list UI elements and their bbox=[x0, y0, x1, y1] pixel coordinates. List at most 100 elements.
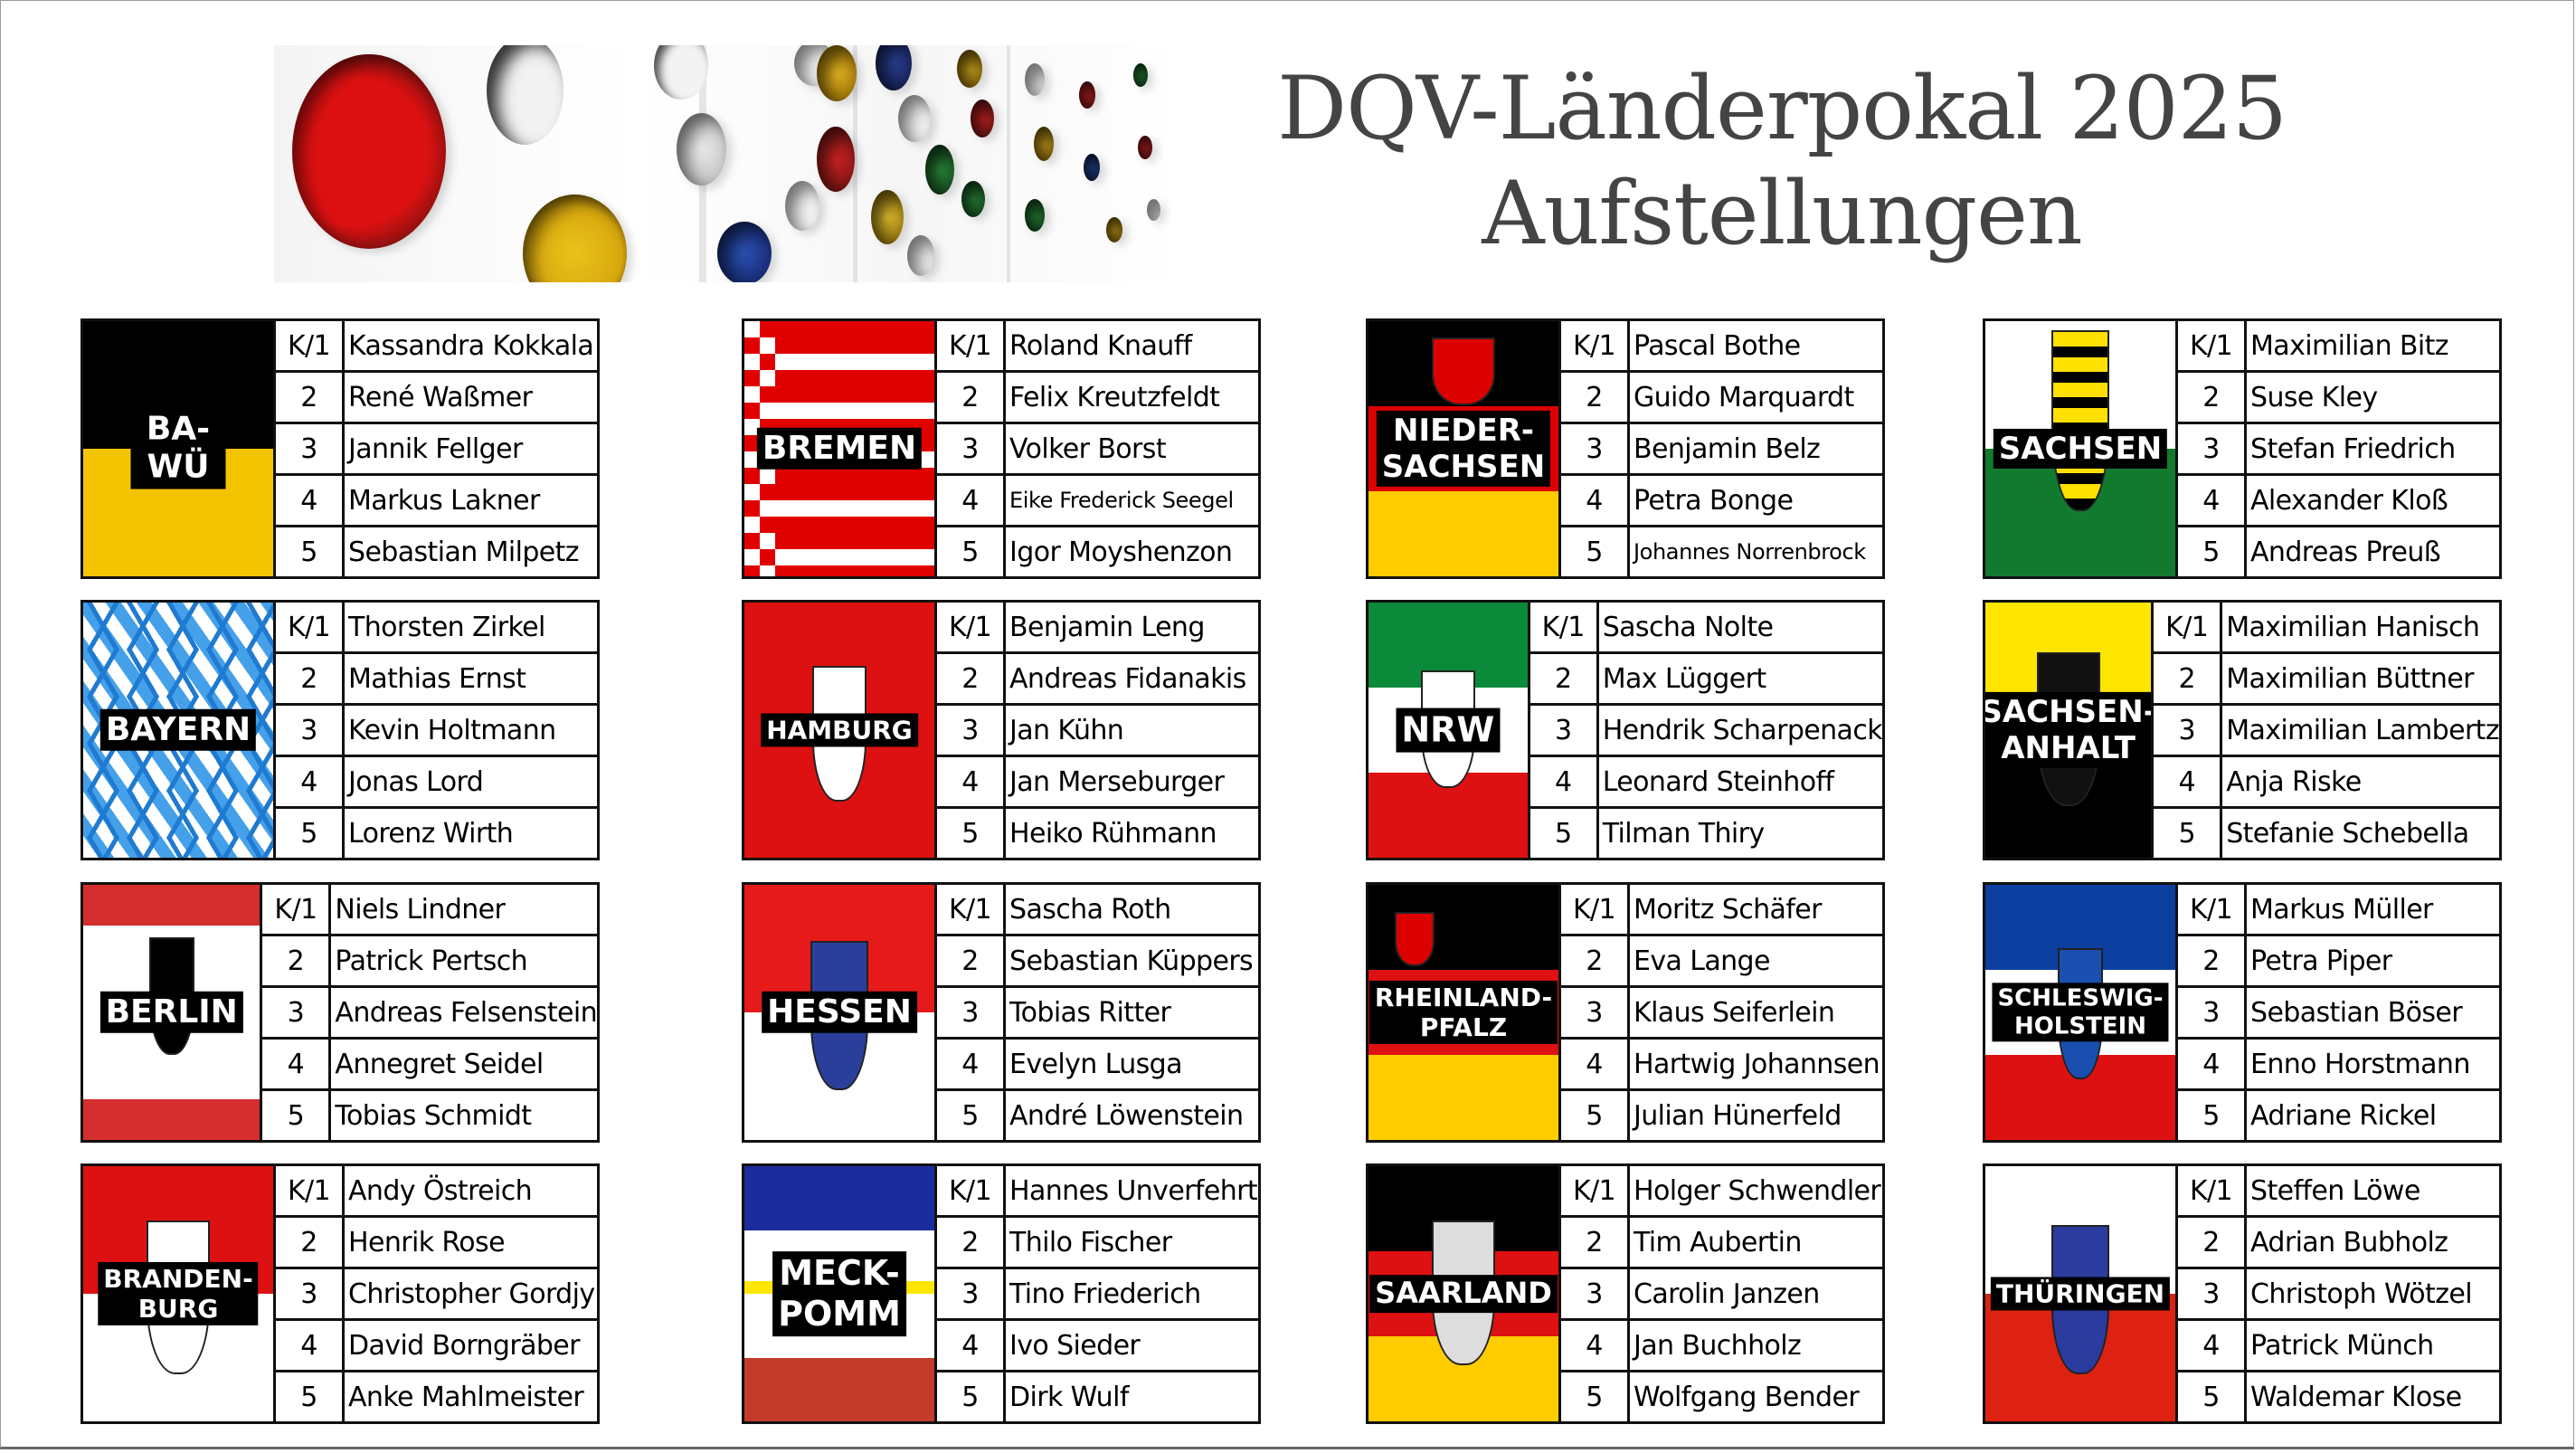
coat-of-arms-icon bbox=[2051, 330, 2109, 511]
player-name: Moritz Schäfer bbox=[1634, 893, 1822, 926]
player-name: Volker Borst bbox=[1009, 432, 1167, 465]
board-position: K/1 bbox=[937, 885, 1006, 934]
lineup-row: 4 Eike Frederick Seegel bbox=[937, 476, 1258, 527]
team-card: BERLIN K/1 Niels Lindner 2 Patrick Pertsch 3 A… bbox=[80, 882, 600, 1143]
board-position: 4 bbox=[1561, 1040, 1630, 1088]
lineup-row: 4 Jan Buchholz bbox=[1561, 1321, 1882, 1372]
player-name: Hannes Unverfehrt bbox=[1009, 1174, 1258, 1207]
player-name: Evelyn Lusga bbox=[1009, 1048, 1182, 1080]
board-position: 3 bbox=[1530, 706, 1599, 755]
player-name: Petra Piper bbox=[2250, 945, 2392, 977]
player-name: Hendrik Scharpenack bbox=[1602, 714, 1882, 746]
team-card: NIEDER- SACHSEN K/1 Pascal Bothe 2 Guido Mar… bbox=[1366, 318, 1885, 579]
player-name: Benjamin Belz bbox=[1634, 432, 1821, 465]
lineup-row: 4 Patrick Münch bbox=[2178, 1321, 2499, 1372]
state-flag: RHEINLAND- PFALZ bbox=[1368, 885, 1561, 1140]
board-position: 4 bbox=[1561, 1321, 1630, 1370]
player-name: Tilman Thiry bbox=[1602, 817, 1765, 850]
board-position: 4 bbox=[2178, 476, 2247, 525]
board-position: 4 bbox=[2178, 1040, 2247, 1088]
player-name: Mathias Ernst bbox=[348, 662, 526, 695]
lineup-row: 2 Thilo Fischer bbox=[937, 1218, 1258, 1269]
state-flag: HESSEN bbox=[744, 885, 937, 1140]
state-name-label: RHEINLAND- PFALZ bbox=[1368, 980, 1558, 1045]
player-name: Sebastian Böser bbox=[2250, 996, 2463, 1029]
player-name: Roland Knauff bbox=[1009, 329, 1192, 362]
board-position: 2 bbox=[276, 654, 345, 703]
lineup-row: 2 Felix Kreutzfeldt bbox=[937, 373, 1258, 424]
lineup-row: 5 Julian Hünerfeld bbox=[1561, 1091, 1882, 1140]
team-card: SACHSEN- ANHALT K/1 Maximilian Hanisch 2 Max… bbox=[1983, 600, 2502, 860]
board-position: 3 bbox=[937, 988, 1006, 1037]
lineup-table: K/1 Sascha Roth 2 Sebastian Küppers 3 Tobias … bbox=[937, 885, 1258, 1140]
player-name: Andreas Felsenstein bbox=[335, 996, 597, 1029]
lineup-row: 5 Andreas Preuß bbox=[2178, 527, 2499, 576]
team-card: THÜRINGEN K/1 Steffen Löwe 2 Adrian Bubholz 3… bbox=[1983, 1163, 2502, 1424]
board-position: 3 bbox=[2154, 706, 2223, 755]
lineup-row: 3 Tobias Ritter bbox=[937, 988, 1258, 1040]
title-line-1: DQV-Länderpokal 2025 bbox=[1277, 58, 2287, 159]
board-position: K/1 bbox=[1561, 321, 1630, 370]
player-name: Wolfgang Bender bbox=[1634, 1381, 1860, 1413]
board-position: 5 bbox=[276, 809, 345, 858]
player-name: Steffen Löwe bbox=[2250, 1174, 2420, 1207]
player-name: Patrick Münch bbox=[2250, 1329, 2434, 1362]
flag-stripe bbox=[83, 885, 260, 926]
player-name: Guido Marquardt bbox=[1634, 381, 1854, 413]
board-position: 4 bbox=[937, 757, 1006, 806]
player-name: Benjamin Leng bbox=[1009, 611, 1205, 643]
lineup-row: 2 Henrik Rose bbox=[276, 1218, 597, 1269]
player-name: Holger Schwendler bbox=[1634, 1174, 1881, 1207]
team-card: HAMBURG K/1 Benjamin Leng 2 Andreas Fidanaki… bbox=[742, 600, 1261, 860]
board-position: K/1 bbox=[2154, 603, 2223, 651]
coat-of-arms-icon bbox=[1395, 912, 1435, 966]
board-position: K/1 bbox=[937, 1166, 1006, 1215]
player-name: Igor Moyshenzon bbox=[1009, 536, 1233, 568]
state-flag: BA-WÜ bbox=[83, 321, 276, 576]
board-position: 2 bbox=[2178, 936, 2247, 985]
board-position: 4 bbox=[2178, 1321, 2247, 1370]
state-name-label: BREMEN bbox=[756, 427, 923, 470]
team-card: SCHLESWIG- HOLSTEIN K/1 Markus Müller 2 Petr… bbox=[1983, 882, 2502, 1143]
board-position: 2 bbox=[1561, 373, 1630, 422]
player-name: Tobias Ritter bbox=[1009, 996, 1171, 1029]
board-position: 4 bbox=[937, 1321, 1006, 1370]
state-flag: THÜRINGEN bbox=[1985, 1166, 2178, 1421]
lineup-row: K/1 Benjamin Leng bbox=[937, 603, 1258, 654]
player-name: Jan Kühn bbox=[1009, 714, 1124, 746]
board-position: 4 bbox=[1530, 757, 1599, 806]
state-flag: BREMEN bbox=[744, 321, 937, 576]
player-name: Tobias Schmidt bbox=[335, 1099, 532, 1132]
player-name: Leonard Steinhoff bbox=[1602, 765, 1834, 798]
board-position: K/1 bbox=[276, 1166, 345, 1215]
board-position: 3 bbox=[937, 706, 1006, 755]
player-name: Annegret Seidel bbox=[335, 1048, 544, 1080]
flag-stripe bbox=[83, 1098, 260, 1140]
state-name-label: BAYERN bbox=[99, 708, 257, 752]
header-banner-image bbox=[274, 45, 1180, 282]
board-position: 2 bbox=[2178, 373, 2247, 422]
lineup-table: K/1 Steffen Löwe 2 Adrian Bubholz 3 Christoph… bbox=[2178, 1166, 2499, 1421]
player-name: Andreas Fidanakis bbox=[1009, 662, 1246, 695]
board-position: K/1 bbox=[1561, 885, 1630, 934]
lineup-row: 3 Tino Friederich bbox=[937, 1269, 1258, 1321]
board-position: 2 bbox=[1561, 1218, 1630, 1267]
lineup-table: K/1 Thorsten Zirkel 2 Mathias Ernst 3 Kevin H… bbox=[276, 603, 597, 858]
player-name: Andy Östreich bbox=[348, 1174, 533, 1207]
lineup-row: 5 Lorenz Wirth bbox=[276, 809, 597, 858]
lineup-row: 3 Andreas Felsenstein bbox=[262, 988, 597, 1040]
board-position: K/1 bbox=[262, 885, 332, 934]
board-position: 5 bbox=[276, 1372, 345, 1421]
lineup-row: 5 Wolfgang Bender bbox=[1561, 1372, 1882, 1421]
player-name: Maximilian Bitz bbox=[2250, 329, 2449, 362]
state-flag: HAMBURG bbox=[744, 603, 937, 858]
lineup-row: K/1 Hannes Unverfehrt bbox=[937, 1166, 1258, 1218]
board-position: K/1 bbox=[276, 603, 345, 651]
state-flag: SACHSEN- ANHALT bbox=[1985, 603, 2155, 858]
board-position: 5 bbox=[276, 527, 345, 576]
lineup-row: 3 Volker Borst bbox=[937, 424, 1258, 476]
board-position: 3 bbox=[937, 424, 1006, 473]
player-name: Markus Lakner bbox=[348, 484, 540, 517]
flag-stripe bbox=[744, 1357, 934, 1421]
lineup-row: 5 Sebastian Milpetz bbox=[276, 527, 597, 576]
